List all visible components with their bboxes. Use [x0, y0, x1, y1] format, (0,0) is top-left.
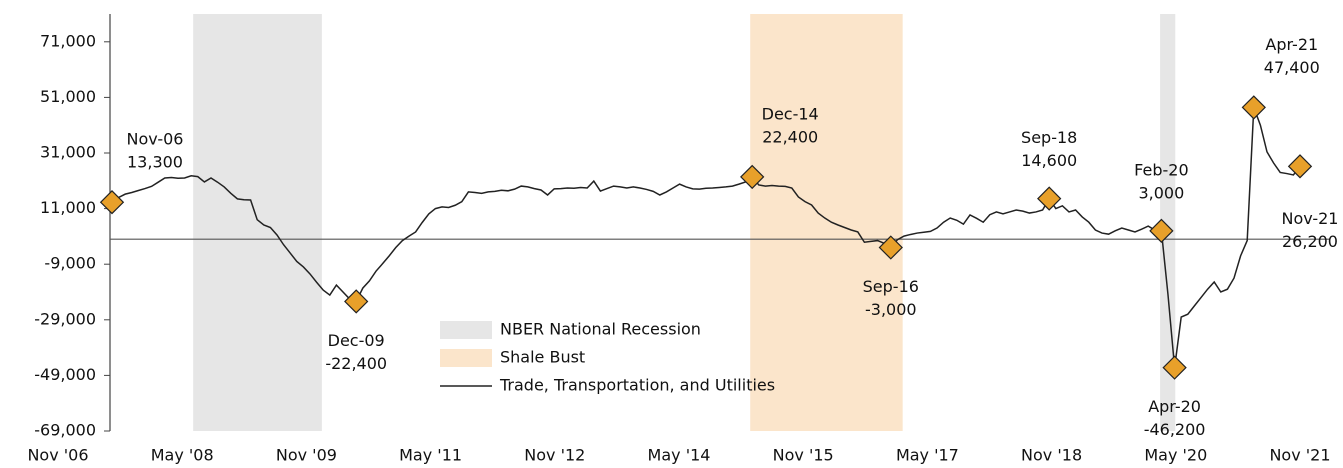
y-tick-label: -69,000	[34, 421, 96, 440]
legend-swatch	[440, 349, 492, 367]
annotation-date: Sep-18	[1021, 128, 1077, 147]
x-tick-label: Nov '09	[276, 446, 337, 465]
annotation-date: Apr-21	[1265, 35, 1318, 54]
annotation-value: 22,400	[762, 127, 818, 146]
y-tick-label: 51,000	[40, 87, 96, 106]
x-tick-label: Nov '12	[524, 446, 585, 465]
point-marker	[1241, 95, 1266, 120]
annotation-value: 26,200	[1282, 232, 1338, 251]
shaded-band	[750, 14, 903, 431]
annotation-value: 14,600	[1021, 151, 1077, 170]
annotation-date: Sep-16	[863, 277, 919, 296]
point-marker	[878, 235, 903, 260]
x-tick-label: May '17	[896, 446, 959, 465]
annotation-value: -46,200	[1144, 420, 1206, 439]
annotation-value: 47,400	[1264, 58, 1320, 77]
point-marker	[1287, 154, 1313, 179]
annotation-date: Nov-21	[1282, 209, 1339, 228]
point-marker	[99, 190, 125, 215]
annotation-date: Dec-14	[762, 104, 819, 123]
x-tick-label: Nov '15	[773, 446, 834, 465]
point-marker	[1037, 186, 1062, 211]
x-tick-label: May '20	[1144, 446, 1207, 465]
legend-label: NBER National Recession	[500, 320, 701, 339]
annotation-date: Feb-20	[1134, 160, 1188, 179]
point-marker	[1149, 218, 1174, 244]
y-tick-label: 31,000	[40, 143, 96, 162]
y-tick-label: 71,000	[40, 31, 96, 50]
y-tick-label: -29,000	[34, 309, 96, 328]
point-marker	[1162, 355, 1187, 380]
x-tick-label: Nov '06	[27, 446, 88, 465]
legend-label: Shale Bust	[500, 348, 585, 367]
legend-label: Trade, Transportation, and Utilities	[499, 376, 775, 395]
x-tick-label: Nov '21	[1269, 446, 1330, 465]
y-tick-label: -49,000	[34, 365, 96, 384]
x-tick-label: May '11	[399, 446, 462, 465]
y-tick-label: -9,000	[44, 254, 96, 273]
annotation-value: -22,400	[325, 354, 387, 373]
x-tick-label: Nov '18	[1021, 446, 1082, 465]
x-tick-label: May '08	[151, 446, 214, 465]
annotation-value: 13,300	[127, 153, 183, 172]
point-marker	[740, 164, 765, 190]
annotation-date: Apr-20	[1148, 397, 1201, 416]
legend-swatch	[440, 321, 492, 339]
series-line	[111, 107, 1301, 368]
annotation-date: Nov-06	[127, 130, 184, 149]
x-tick-label: May '14	[648, 446, 711, 465]
shaded-band	[193, 14, 322, 431]
point-marker	[344, 289, 369, 314]
annotation-value: -3,000	[865, 300, 917, 319]
annotation-date: Dec-09	[328, 331, 385, 350]
annotation-value: 3,000	[1138, 183, 1184, 202]
y-tick-label: 11,000	[40, 198, 96, 217]
